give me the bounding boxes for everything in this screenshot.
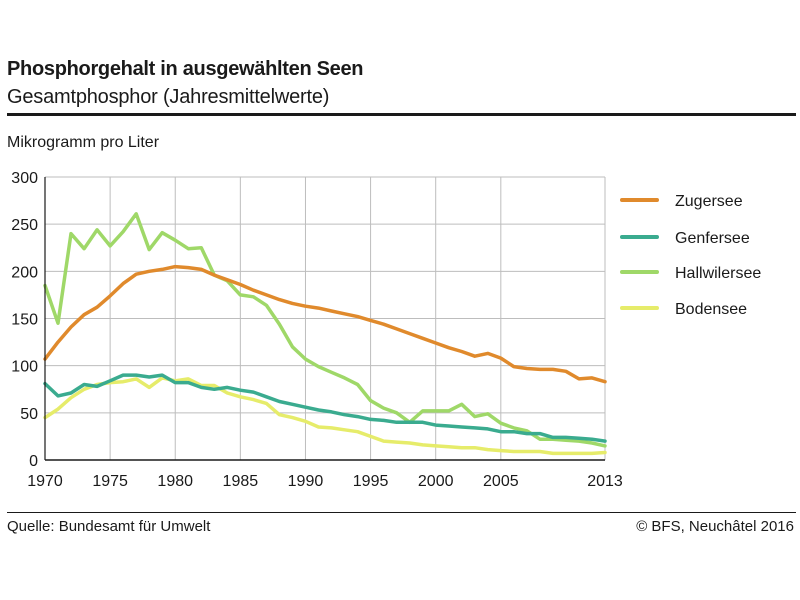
- y-tick-label: 250: [11, 217, 38, 234]
- chart-subtitle: Gesamtphosphor (Jahresmittelwerte): [7, 86, 330, 108]
- x-tick-label: 1990: [288, 473, 324, 490]
- chart-legend: Zugersee Genfersee Hallwilersee Bodensee: [620, 193, 761, 318]
- source-note: Quelle: Bundesamt für Umwelt: [7, 518, 211, 535]
- series-line-zugersee: [43, 264, 607, 384]
- x-tick-label: 2005: [483, 473, 519, 490]
- y-tick-label: 150: [11, 312, 38, 329]
- x-tick-label: 1975: [92, 473, 128, 490]
- legend-label-genfersee: Genfersee: [675, 230, 750, 247]
- y-tick-label: 100: [11, 359, 38, 376]
- series-line-hallwilersee: [43, 212, 607, 448]
- legend-label-hallwilersee: Hallwilersee: [675, 265, 761, 282]
- chart-title: Phosphorgehalt in ausgewählten Seen: [7, 58, 364, 80]
- copyright-note: © BFS, Neuchâtel 2016: [636, 518, 794, 535]
- legend-label-bodensee: Bodensee: [675, 301, 747, 318]
- series-line-bodensee: [43, 376, 607, 456]
- x-tick-label: 1970: [27, 473, 63, 490]
- chart-series: [43, 212, 607, 456]
- x-tick-label: 1980: [157, 473, 193, 490]
- y-tick-label: 50: [20, 406, 38, 423]
- legend-label-zugersee: Zugersee: [675, 193, 743, 210]
- x-tick-label: 2013: [587, 473, 623, 490]
- y-tick-label: 200: [11, 264, 38, 281]
- x-tick-label: 1995: [353, 473, 389, 490]
- x-tick-label: 2000: [418, 473, 454, 490]
- chart-grid: [45, 176, 606, 460]
- y-tick-label: 0: [29, 453, 38, 470]
- y-axis-unit-label: Mikrogramm pro Liter: [7, 134, 160, 151]
- y-tick-label: 300: [11, 170, 38, 187]
- title-divider: [7, 113, 796, 116]
- x-tick-label: 1985: [223, 473, 259, 490]
- footer-divider: [7, 512, 796, 513]
- chart-axes: 0 50 100 150 200 250 300 1970 1975 1980 1985 1990 19…: [11, 170, 623, 490]
- series-line-genfersee: [43, 373, 607, 443]
